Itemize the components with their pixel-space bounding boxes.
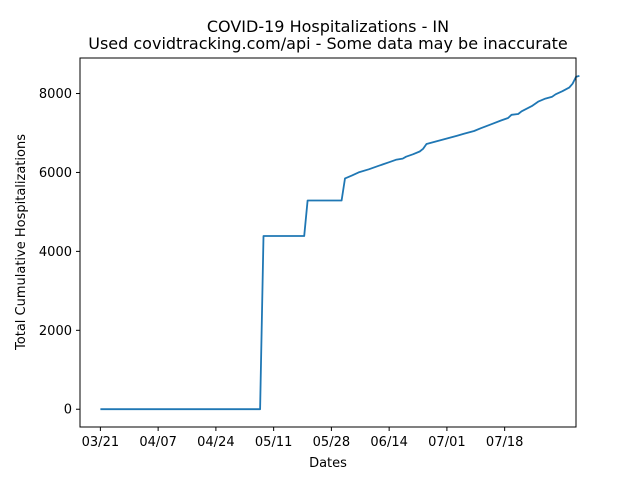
- x-tick-label: 07/01: [428, 435, 465, 450]
- x-tick-label: 03/21: [82, 435, 119, 450]
- x-tick-label: 06/14: [370, 435, 407, 450]
- y-tick-label: 2000: [39, 324, 72, 339]
- x-tick-label: 04/07: [139, 435, 176, 450]
- x-tick-label: 05/11: [255, 435, 292, 450]
- plot-area: [79, 57, 580, 428]
- y-tick-label: 4000: [39, 245, 72, 260]
- x-tick-label: 04/24: [197, 435, 234, 450]
- x-axis-ticks: 03/21 04/07 04/24 05/11 05/28 06/14 07/01 07/18: [82, 427, 523, 450]
- y-tick-label: 8000: [39, 87, 72, 102]
- chart-subtitle: Used covidtracking.com/api - Some data m…: [88, 34, 568, 53]
- chart-title: COVID-19 Hospitalizations - IN: [207, 17, 449, 36]
- y-tick-label: 6000: [39, 166, 72, 181]
- x-tick-label: 07/18: [486, 435, 523, 450]
- axes-frame: [79, 57, 577, 428]
- y-tick-label: 0: [64, 403, 72, 418]
- y-axis-label: Total Cumulative Hospitalizations: [14, 134, 29, 351]
- series-line: [100, 74, 580, 411]
- x-axis-label: Dates: [309, 456, 347, 471]
- x-tick-label: 05/28: [313, 435, 350, 450]
- y-axis-ticks: 0 2000 4000 6000 8000: [39, 87, 80, 418]
